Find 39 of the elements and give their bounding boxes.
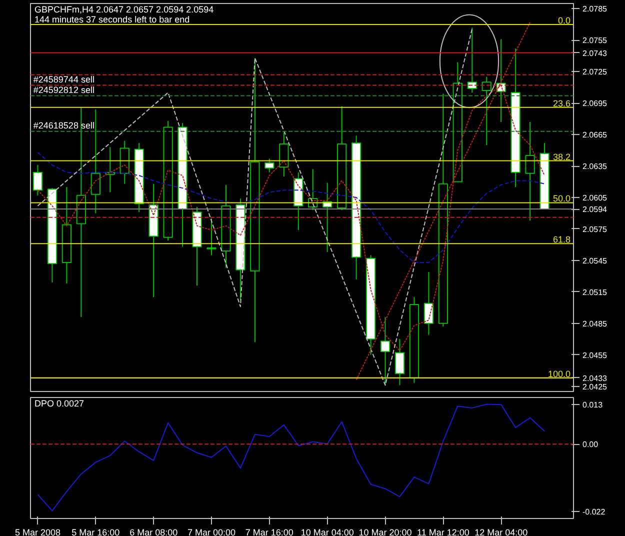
x-tick-label: 10 Mar 04:00: [300, 528, 354, 536]
y-tick-label: 2.0665: [582, 130, 608, 140]
y-tick-label: 2.0433: [582, 374, 608, 383]
y-tick-label: 2.0594: [582, 205, 608, 214]
x-tick-label: 7 Mar 16:00: [245, 528, 294, 536]
x-tick-label: 7 Mar 00:00: [187, 528, 236, 536]
y-tick-label: 2.0515: [582, 288, 608, 297]
y-tick-label: 0.00: [582, 440, 599, 450]
x-tick-label: 11 Mar 12:00: [416, 528, 470, 536]
y-tick-label: 2.0725: [582, 68, 608, 77]
annotation: 0.0: [558, 15, 571, 26]
annotation: 100.0: [548, 368, 571, 379]
x-tick-label: 5 Mar 16:00: [72, 528, 120, 536]
annotation: #24589744 sell: [33, 74, 94, 84]
y-tick-label: 2.0545: [582, 256, 608, 266]
x-tick-label: 5 Mar 2008: [14, 528, 61, 536]
y-tick-label: 2.0755: [582, 36, 608, 46]
annotation: 61.8: [552, 234, 571, 245]
y-tick-label: 2.0485: [582, 319, 608, 328]
y-tick-label: 2.0425: [582, 382, 608, 392]
y-tick-label: 2.0695: [582, 99, 608, 108]
chart-title: DPO 0.0027: [34, 398, 84, 408]
annotation: 50.0: [552, 194, 571, 204]
annotation: 38.2: [552, 152, 571, 162]
x-tick-label: 12 Mar 04:00: [474, 528, 528, 536]
x-tick-label: 10 Mar 20:00: [358, 528, 412, 536]
y-tick-label: 2.0605: [582, 194, 608, 202]
y-tick-label: 0.013: [582, 400, 604, 410]
y-tick-label: 2.0575: [582, 224, 608, 234]
annotation: #24592812 sell: [33, 84, 94, 95]
annotation: 23.6: [552, 98, 571, 108]
text: 144 minutes 37 seconds left to bar end: [34, 14, 190, 24]
y-tick-label: 2.0743: [582, 48, 608, 58]
chart-title: GBPCHFm,H4 2.0647 2.0657 2.0594 2.0594: [34, 4, 214, 14]
y-tick-label: 2.0455: [582, 350, 608, 360]
x-tick-label: 6 Mar 08:00: [130, 528, 178, 536]
y-tick-label: 2.0635: [582, 162, 608, 172]
y-tick-label: 2.0785: [582, 4, 608, 14]
y-tick-label: -0.022: [582, 508, 606, 517]
